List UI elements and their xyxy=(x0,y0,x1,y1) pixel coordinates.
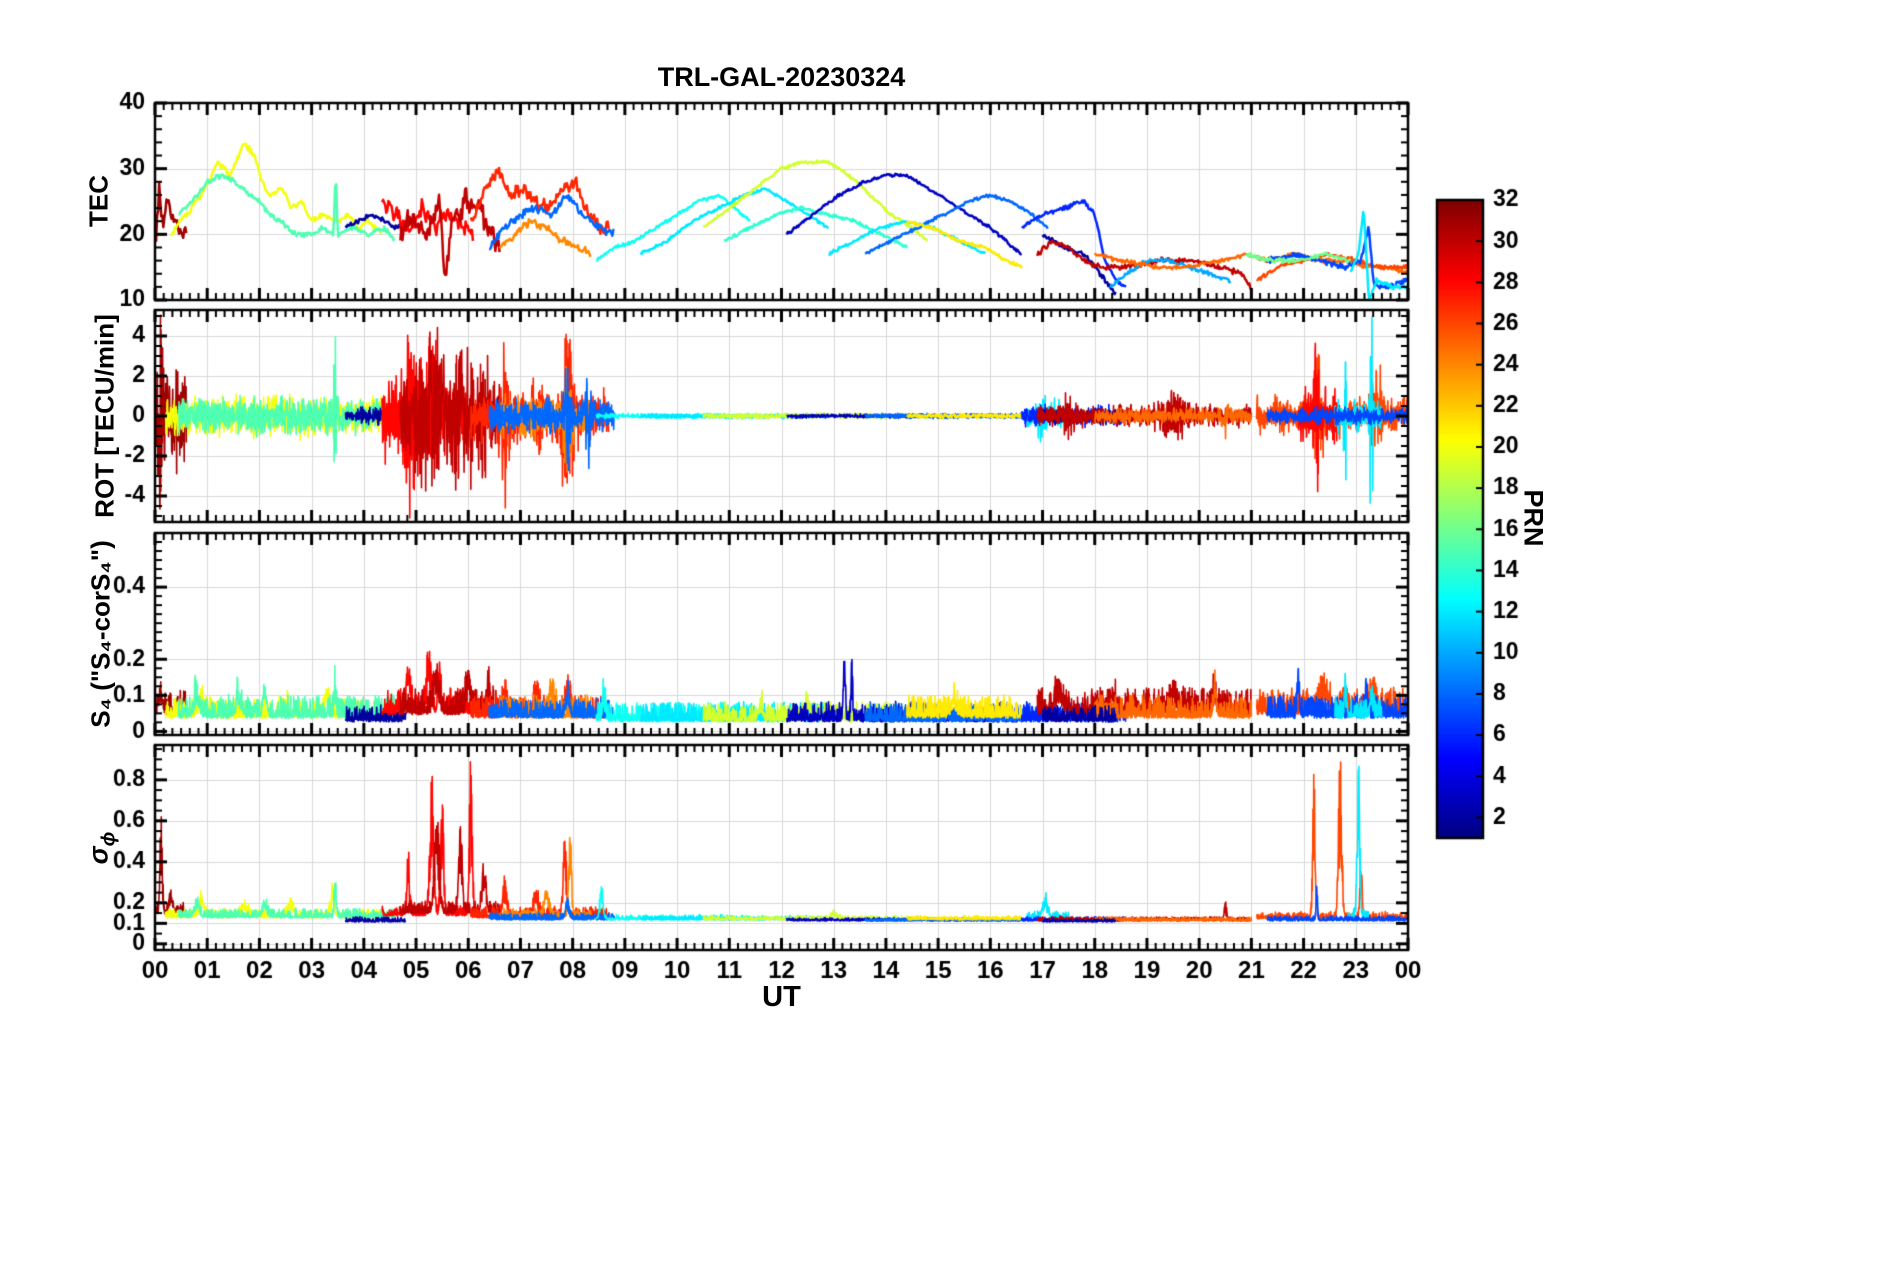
phi-subscript: ϕ xyxy=(97,831,120,847)
colorbar-label: PRN xyxy=(1518,489,1549,547)
ylabel-rot: ROT [TECU/min] xyxy=(89,314,120,518)
chart-title: TRL-GAL-20230324 xyxy=(657,62,906,92)
sigma-symbol: σ xyxy=(83,846,114,865)
xlabel-ut: UT xyxy=(762,981,801,1013)
ylabel-sigma-phi: σϕ xyxy=(83,832,120,865)
ylabel-s4: S₄ ("S₄-corS₄") xyxy=(85,540,116,728)
ylabel-tec: TEC xyxy=(83,175,114,227)
